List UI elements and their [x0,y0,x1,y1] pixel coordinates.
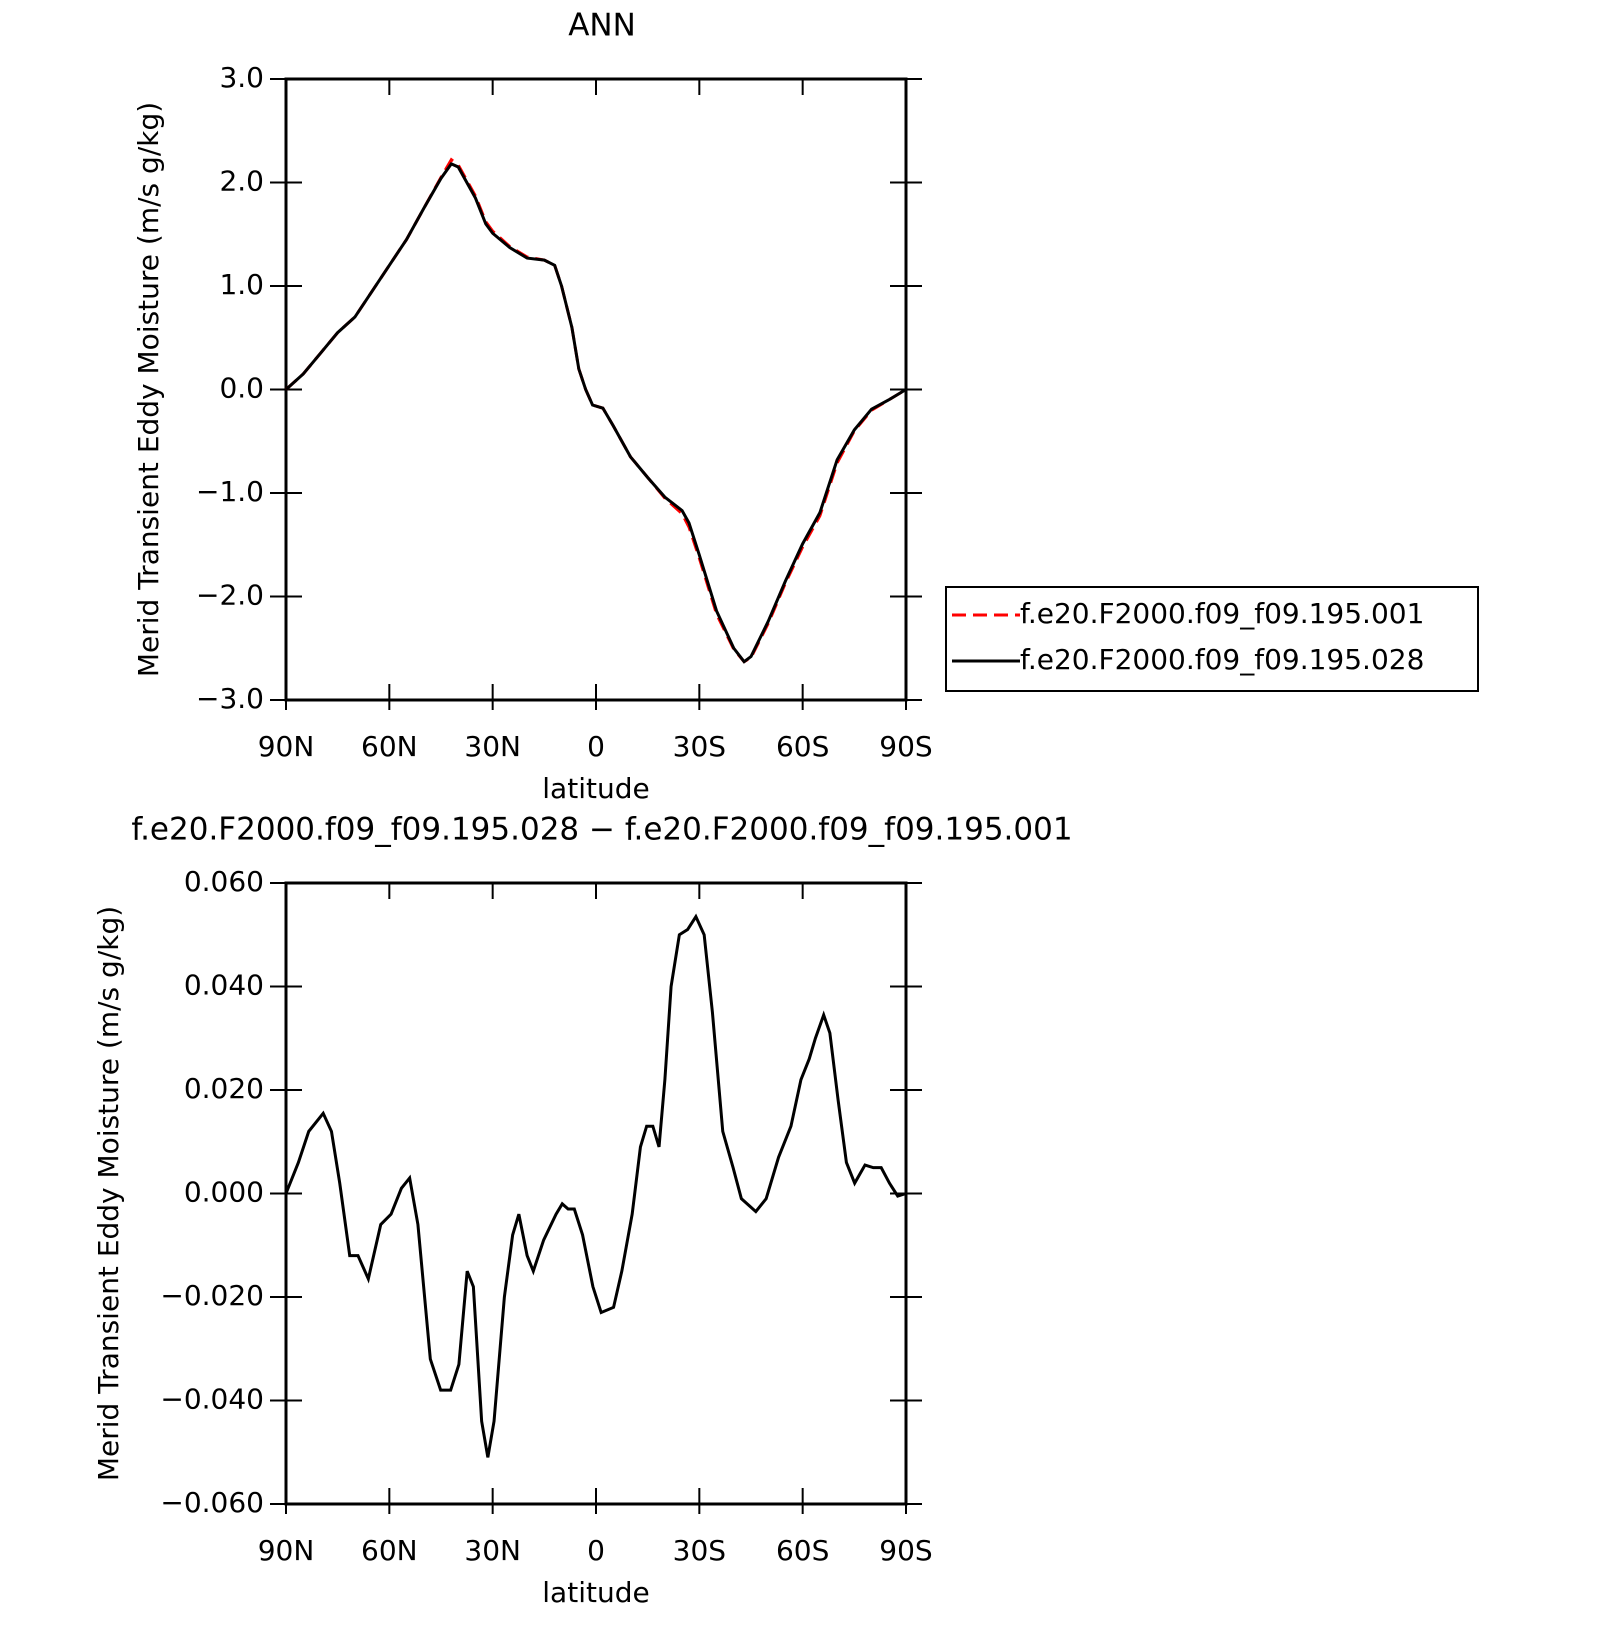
data-line [284,161,907,664]
y-tick-label: −0.060 [160,1486,264,1519]
y-tick-label: 0.000 [184,1176,264,1209]
x-tick-label: 30N [464,1534,521,1567]
x-tick-label: 0 [587,730,605,763]
legend-label: f.e20.F2000.f09_f09.195.028 [1020,643,1424,676]
x-tick-label: 30S [673,1534,726,1567]
x-tick-label: 60S [776,730,829,763]
y-tick-label: 0.060 [184,865,264,898]
x-tick-label: 30N [464,730,521,763]
x-axis-label: latitude [542,772,649,805]
plot-frame [284,881,908,1506]
y-tick-label: 0.0 [219,372,264,405]
x-tick-label: 90N [258,1534,315,1567]
x-axis-label: latitude [542,1576,649,1609]
y-tick-label: −0.020 [160,1279,264,1312]
y-tick-label: −3.0 [196,682,264,715]
data-line [284,913,907,1458]
legend-label: f.e20.F2000.f09_f09.195.001 [1020,597,1424,630]
x-tick-label: 60N [361,1534,418,1567]
y-tick-label: 0.020 [184,1072,264,1105]
legend-box [945,586,1479,692]
plot-frame [284,77,908,702]
chart-title: f.e20.F2000.f09_f09.195.028 − f.e20.F200… [131,812,1072,848]
chart-title: ANN [568,8,636,44]
data-line [284,157,907,664]
x-tick-label: 30S [673,730,726,763]
y-tick-label: −2.0 [196,579,264,612]
y-tick-label: 2.0 [219,165,264,198]
x-tick-label: 60N [361,730,418,763]
x-tick-label: 0 [587,1534,605,1567]
y-tick-label: −0.040 [160,1383,264,1416]
y-tick-label: 0.040 [184,969,264,1002]
x-tick-label: 60S [776,1534,829,1567]
x-tick-label: 90N [258,730,315,763]
x-tick-label: 90S [879,730,932,763]
y-tick-label: −1.0 [196,475,264,508]
y-tick-label: 1.0 [219,268,264,301]
y-tick-label: 3.0 [219,61,264,94]
y-axis-label: Merid Transient Eddy Moisture (m/s g/kg) [132,102,165,677]
x-tick-label: 90S [879,1534,932,1567]
y-axis-label: Merid Transient Eddy Moisture (m/s g/kg) [92,906,125,1481]
